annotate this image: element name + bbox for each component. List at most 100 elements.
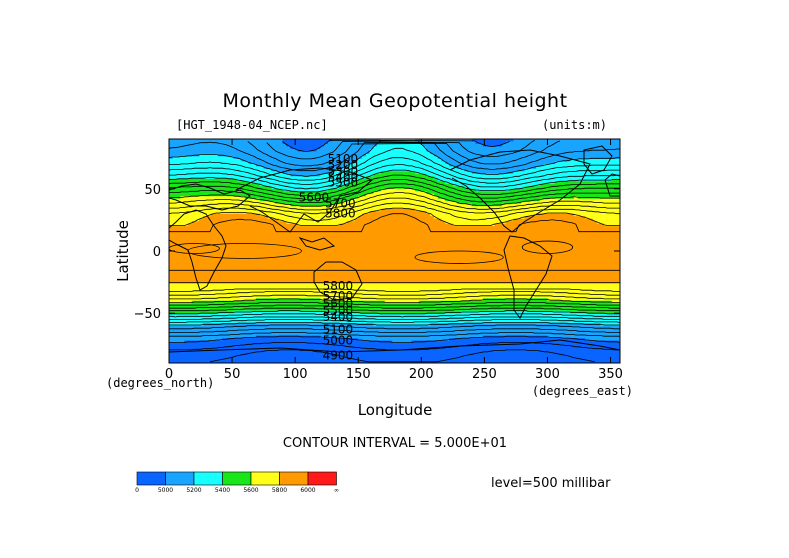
band-cell	[543, 148, 549, 153]
band-cell	[350, 193, 356, 197]
band-cell	[316, 181, 321, 185]
band-cell	[403, 176, 409, 180]
band-cell	[505, 183, 511, 187]
band-cell	[169, 183, 174, 187]
band-cell	[524, 201, 530, 205]
band-cell	[354, 218, 359, 222]
band-cell	[206, 203, 212, 207]
band-cell	[464, 228, 469, 232]
band-cell	[449, 221, 454, 225]
band-cell	[293, 223, 299, 227]
band-cell	[415, 168, 420, 172]
band-cell	[486, 153, 492, 158]
band-cell	[327, 198, 333, 202]
band-cell	[445, 163, 450, 167]
band-cell	[445, 203, 450, 207]
band-cell	[221, 198, 227, 202]
band-cell	[570, 226, 575, 230]
band-cell	[240, 139, 246, 143]
band-cell	[377, 148, 382, 153]
band-cell	[297, 241, 303, 245]
band-cell	[611, 226, 617, 230]
band-cell	[343, 146, 348, 150]
band-cell	[460, 141, 465, 145]
band-cell	[218, 183, 223, 187]
band-cell	[297, 228, 303, 232]
band-cell	[509, 148, 514, 153]
band-cell	[184, 146, 189, 150]
band-cell	[615, 139, 620, 143]
band-cell	[369, 231, 374, 235]
band-cell	[452, 233, 458, 237]
band-cell	[365, 226, 371, 230]
band-cell	[566, 198, 571, 202]
band-cell	[592, 233, 598, 237]
band-cell	[290, 166, 295, 170]
band-cell	[263, 216, 268, 220]
band-cell	[562, 218, 567, 222]
band-cell	[206, 223, 212, 227]
band-cell	[335, 201, 340, 205]
band-cell	[396, 216, 401, 220]
band-cell	[206, 139, 212, 143]
band-cell	[418, 198, 424, 202]
band-cell	[184, 206, 189, 210]
band-cell	[456, 231, 462, 235]
band-cell	[604, 203, 609, 207]
band-cell	[464, 158, 469, 162]
band-cell	[479, 238, 484, 242]
band-cell	[229, 153, 234, 158]
band-cell	[464, 148, 469, 153]
band-cell	[445, 141, 450, 145]
band-cell	[399, 183, 405, 187]
band-cell	[555, 158, 560, 162]
band-cell	[229, 148, 234, 153]
band-cell	[396, 226, 401, 230]
band-cell	[418, 188, 424, 192]
band-cell	[585, 221, 590, 225]
band-cell	[611, 143, 617, 148]
band-cell	[354, 206, 359, 210]
band-cell	[384, 193, 390, 197]
band-cell	[600, 231, 605, 235]
band-cell	[600, 223, 605, 227]
band-cell	[354, 146, 359, 150]
band-cell	[392, 151, 397, 155]
band-cell	[471, 181, 477, 185]
band-cell	[369, 198, 374, 202]
band-cell	[191, 183, 197, 187]
band-cell	[199, 181, 204, 185]
band-cell	[471, 193, 477, 197]
band-cell	[278, 143, 284, 148]
band-cell	[282, 186, 287, 190]
band-cell	[547, 156, 552, 160]
band-cell	[320, 168, 325, 172]
band-cell	[297, 181, 303, 185]
band-cell	[240, 181, 246, 185]
band-cell	[490, 206, 496, 210]
band-cell	[362, 201, 367, 205]
band-cell	[392, 166, 397, 170]
band-cell	[172, 143, 178, 148]
band-cell	[169, 171, 174, 175]
band-cell	[316, 148, 321, 153]
band-cell	[543, 231, 549, 235]
band-cell	[566, 166, 571, 170]
band-cell	[278, 161, 284, 165]
band-cell	[573, 226, 579, 230]
band-cell	[233, 221, 238, 225]
band-cell	[581, 166, 586, 170]
band-cell	[274, 213, 280, 217]
band-cell	[577, 158, 583, 162]
band-cell	[343, 143, 348, 148]
band-cell	[203, 178, 208, 182]
band-cell	[312, 148, 318, 153]
band-cell	[585, 226, 590, 230]
band-cell	[377, 158, 382, 162]
band-cell	[490, 233, 496, 237]
band-cell	[380, 181, 386, 185]
band-cell	[608, 158, 613, 162]
band-cell	[467, 226, 473, 230]
band-cell	[293, 151, 299, 155]
band-cell	[210, 148, 216, 153]
